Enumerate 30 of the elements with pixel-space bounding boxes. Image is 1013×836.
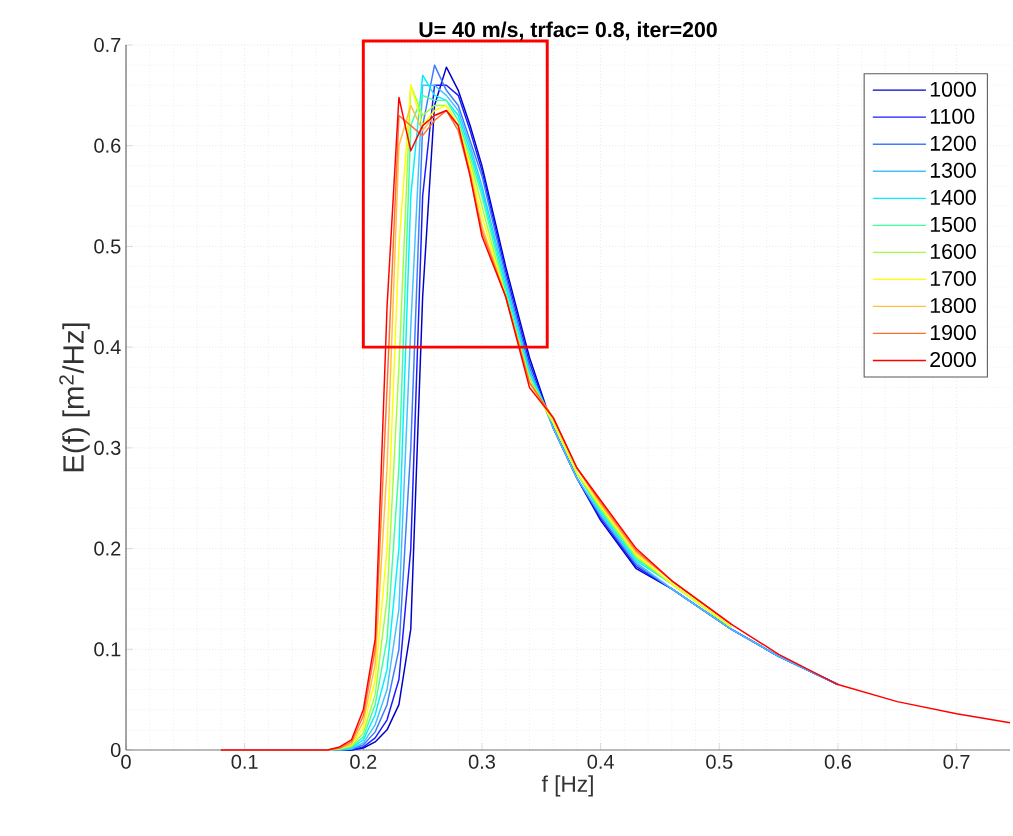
legend-label: 1800 xyxy=(930,297,976,314)
y-tick-label: 0.5 xyxy=(94,239,121,254)
x-tick-label: 0.1 xyxy=(231,754,258,769)
y-tick-label: 0 xyxy=(110,742,121,758)
chart-title: U= 40 m/s, trfac= 0.8, iter=200 xyxy=(419,21,717,41)
x-tick-label: 0.6 xyxy=(824,754,851,769)
x-tick-label: 0.3 xyxy=(468,754,496,769)
legend-label: 1400 xyxy=(930,189,976,205)
x-tick-label: 0.5 xyxy=(706,754,733,769)
y-tick-label: 0.4 xyxy=(94,340,121,355)
x-axis-title: f [Hz] xyxy=(541,775,593,797)
y-tick-label: 0.2 xyxy=(94,541,121,556)
legend-label: 1500 xyxy=(930,216,976,232)
legend-label: 1100 xyxy=(930,108,975,124)
legend-label: 1200 xyxy=(930,135,976,151)
x-tick-label: 0.7 xyxy=(943,754,970,769)
y-tick-label: 0.7 xyxy=(94,37,121,53)
x-tick-label: 0 xyxy=(121,754,131,769)
x-tick-label: 0.2 xyxy=(350,754,377,769)
legend-label: 1700 xyxy=(930,270,976,287)
legend-label: 2000 xyxy=(930,352,976,368)
y-tick-label: 0.3 xyxy=(94,440,121,455)
legend-label: 1300 xyxy=(930,162,976,178)
legend-label: 1000 xyxy=(930,81,976,97)
y-tick-label: 0.6 xyxy=(94,138,121,153)
legend-label: 1600 xyxy=(930,243,976,260)
y-axis-title: E(f) [m$^{2}$/Hz] xyxy=(59,323,90,472)
y-tick-label: 0.1 xyxy=(94,642,121,657)
legend-label: 1900 xyxy=(930,324,976,341)
x-tick-label: 0.4 xyxy=(587,754,614,769)
